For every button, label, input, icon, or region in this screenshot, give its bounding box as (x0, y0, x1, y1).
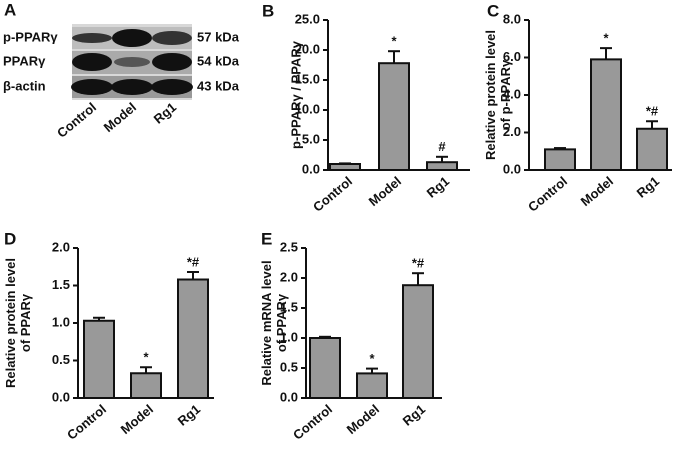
y-axis-label: Relative protein level (483, 30, 498, 160)
bar (83, 319, 115, 399)
row-label: β-actin (3, 78, 46, 93)
panel-label: D (4, 229, 16, 248)
y-tick-label: 25.0 (295, 11, 320, 26)
bar (329, 163, 361, 171)
lane-label: Rg1 (151, 99, 179, 126)
blot-band (152, 31, 192, 45)
size-label: 54 kDa (197, 53, 240, 68)
bar (356, 372, 388, 399)
blot-band (72, 53, 112, 71)
y-axis-label: of PPARγ (18, 293, 33, 352)
lane-label: Control (54, 99, 99, 140)
size-label: 57 kDa (197, 29, 240, 44)
significance-mark: * (143, 350, 149, 365)
y-tick-label: 20.0 (295, 41, 320, 56)
y-tick-label: 2.0 (280, 269, 298, 284)
panel-label: A (4, 0, 16, 19)
y-tick-label: 10.0 (295, 101, 320, 116)
y-tick-label: 1.0 (52, 314, 70, 329)
x-tick-label: Control (525, 173, 570, 214)
blot-band (152, 53, 192, 71)
panel-label: E (261, 229, 272, 248)
significance-mark: * (369, 351, 375, 366)
panel-label: B (262, 1, 274, 20)
significance-mark: * (391, 34, 397, 49)
x-tick-label: Model (578, 173, 616, 209)
y-tick-label: 0.0 (52, 389, 70, 404)
significance-mark: *# (187, 254, 200, 269)
blot-band (111, 79, 153, 95)
y-tick-label: 1.5 (52, 277, 70, 292)
row-label: PPARγ (3, 53, 46, 68)
y-axis-label: p-PPARγ / PPARγ (288, 40, 303, 149)
panel-label: C (487, 1, 499, 20)
blot-band (72, 33, 112, 43)
y-tick-label: 8.0 (503, 11, 521, 26)
size-label: 43 kDa (197, 78, 240, 93)
x-tick-label: Model (344, 401, 382, 437)
bar (309, 337, 341, 399)
y-tick-label: 2.5 (280, 239, 298, 254)
y-tick-label: 0.0 (503, 161, 521, 176)
x-tick-label: Rg1 (424, 173, 452, 200)
bar (426, 161, 458, 171)
bar (590, 58, 622, 171)
y-tick-label: 15.0 (295, 71, 320, 86)
bar (544, 148, 576, 171)
blot-band (71, 79, 113, 95)
blot-band (151, 79, 193, 95)
x-tick-label: Control (64, 401, 109, 442)
x-tick-label: Rg1 (634, 173, 662, 200)
x-tick-label: Model (366, 173, 404, 209)
x-tick-label: Rg1 (400, 401, 428, 428)
y-axis-label: Relative protein level (3, 258, 18, 388)
y-axis-label: of PPARγ (274, 293, 289, 352)
significance-mark: * (603, 31, 609, 46)
y-tick-label: 1.0 (280, 329, 298, 344)
bar (177, 278, 209, 399)
significance-mark: *# (646, 104, 659, 119)
x-tick-label: Rg1 (175, 401, 203, 428)
y-axis-label: Relative mRNA level (259, 260, 274, 385)
y-tick-label: 5.0 (302, 131, 320, 146)
blot-band (114, 57, 150, 67)
significance-mark: *# (412, 256, 425, 271)
y-tick-label: 2.0 (503, 124, 521, 139)
y-tick-label: 1.5 (280, 299, 298, 314)
y-tick-label: 6.0 (503, 49, 521, 64)
lane-label: Model (101, 99, 139, 135)
y-tick-label: 4.0 (503, 86, 521, 101)
y-tick-label: 0.5 (52, 352, 70, 367)
bar (636, 127, 668, 171)
blot (71, 24, 193, 100)
y-axis-label: of p-PPARγ (498, 59, 513, 130)
y-tick-label: 0.0 (302, 161, 320, 176)
x-tick-label: Control (290, 401, 335, 442)
bar (402, 284, 434, 400)
bar (130, 372, 162, 399)
significance-mark: # (438, 139, 446, 154)
y-tick-label: 0.5 (280, 359, 298, 374)
x-tick-label: Control (310, 173, 355, 214)
y-tick-label: 2.0 (52, 239, 70, 254)
x-tick-label: Model (118, 401, 156, 437)
y-tick-label: 0.0 (280, 389, 298, 404)
bar (378, 62, 410, 172)
blot-band (112, 29, 152, 47)
row-label: p-PPARγ (3, 29, 58, 44)
